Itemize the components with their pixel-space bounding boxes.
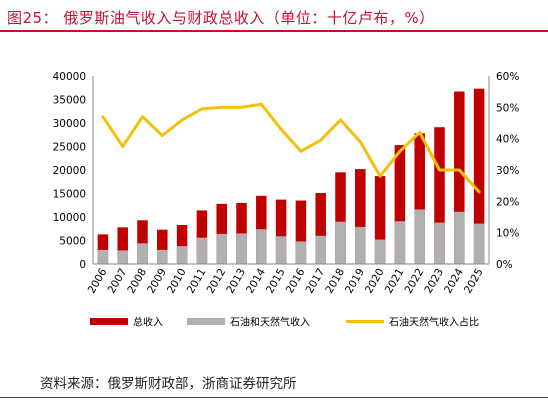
- x-axis-tick-label: 2021: [383, 267, 407, 296]
- bar-total-revenue: [275, 199, 287, 264]
- right-axis-ticks: 0% 10% 20% 30% 40% 50% 60%: [496, 71, 519, 271]
- bar-total-revenue: [454, 91, 465, 264]
- bar-oil-gas-revenue: [414, 209, 425, 264]
- bar-total-revenue: [196, 210, 208, 264]
- x-axis-tick-label: 2008: [125, 267, 149, 296]
- right-axis-tick-label: 60%: [496, 71, 519, 83]
- bar-oil-gas-revenue: [315, 235, 326, 264]
- left-axis-tick-label: 30000: [53, 118, 86, 130]
- bar-total-revenue: [137, 220, 148, 264]
- x-axis-tick-label: 2010: [165, 267, 189, 296]
- bar-oil-gas-revenue: [454, 211, 465, 264]
- right-axis-tick-label: 20%: [496, 196, 519, 208]
- x-axis-tick-label: 2013: [224, 267, 248, 296]
- bar-total-revenue: [335, 172, 346, 264]
- x-axis-tick-label: 2018: [323, 267, 347, 296]
- x-axis-ticks: 2006200720082009201020112012201320142015…: [86, 266, 486, 295]
- bar-total-revenue: [117, 227, 128, 264]
- x-axis-tick-label: 2024: [442, 266, 466, 295]
- bar-oil-gas-revenue: [157, 249, 168, 264]
- chart-axes: [92, 76, 490, 265]
- legend-label-oilgas: 石油和天然气收入: [230, 316, 310, 329]
- bar-total-revenue: [157, 229, 168, 264]
- left-axis-tick-label: 25000: [53, 142, 86, 154]
- bar-oil-gas-revenue: [394, 221, 406, 264]
- x-axis-tick-label: 2014: [244, 266, 268, 295]
- bar-total-revenue: [434, 127, 445, 264]
- bar-total-revenue: [97, 234, 109, 264]
- right-axis-tick-label: 40%: [496, 134, 519, 146]
- x-axis-tick-label: 2006: [86, 266, 110, 295]
- bar-total-revenue: [374, 176, 386, 264]
- bar-total-revenue: [414, 133, 425, 264]
- right-axis-tick-label: 0%: [496, 259, 513, 271]
- bar-oil-gas-revenue: [374, 239, 386, 264]
- bar-oil-gas-revenue: [295, 241, 307, 264]
- x-axis-tick-label: 2019: [343, 267, 367, 296]
- bar-total-revenue: [355, 169, 366, 264]
- bar-total-revenue: [315, 193, 326, 264]
- x-axis-tick-label: 2020: [363, 267, 387, 296]
- bottom-divider: [0, 397, 548, 398]
- bar-oil-gas-revenue: [256, 229, 267, 264]
- bar-oil-gas-revenue: [434, 222, 445, 264]
- x-axis-tick-label: 2015: [264, 267, 288, 296]
- x-axis-tick-label: 2011: [185, 267, 209, 296]
- bar-oil-gas-revenue: [236, 233, 247, 264]
- x-axis-tick-label: 2009: [145, 267, 169, 296]
- left-axis-tick-label: 10000: [53, 212, 86, 224]
- left-axis-tick-label: 40000: [53, 71, 86, 83]
- title-divider: [0, 30, 548, 32]
- x-axis-tick-label: 2017: [304, 267, 328, 296]
- right-axis-tick-label: 30%: [496, 165, 519, 177]
- bar-oil-gas-revenue: [275, 236, 287, 264]
- bar-oil-gas-revenue: [216, 233, 227, 264]
- figure-title: 图25： 俄罗斯油气收入与财政总收入（单位：十亿卢布，%）: [7, 9, 435, 27]
- bar-oil-gas-revenue: [196, 237, 208, 264]
- bar-oil-gas-revenue: [335, 221, 346, 264]
- bar-total-revenue: [295, 200, 307, 264]
- legend-swatch-oilgas: [187, 318, 225, 325]
- left-axis-tick-label: 5000: [59, 236, 86, 248]
- right-axis-tick-label: 10%: [496, 228, 519, 240]
- legend-swatch-total: [90, 318, 128, 325]
- x-axis-tick-label: 2023: [422, 267, 446, 296]
- line-oil-gas-share: [101, 102, 481, 194]
- bar-total-revenue: [176, 224, 188, 264]
- x-axis-tick-label: 2016: [284, 266, 308, 295]
- line-series: [101, 102, 481, 194]
- bar-total-revenue: [473, 88, 485, 264]
- x-axis-tick-label: 2025: [462, 267, 486, 296]
- source-note: 资料来源：俄罗斯财政部，浙商证券研究所: [40, 376, 297, 392]
- right-axis-tick-label: 50%: [496, 102, 519, 114]
- left-axis-tick-label: 20000: [53, 165, 86, 177]
- chart-legend: 总收入 石油和天然气收入 石油天然气收入占比: [90, 316, 479, 329]
- legend-label-share: 石油天然气收入占比: [389, 316, 479, 329]
- combo-chart: 0 5000 10000 15000 20000 25000 30000 35000 40000…: [53, 71, 520, 329]
- left-axis-tick-label: 0: [79, 259, 86, 271]
- bar-oil-gas-revenue: [97, 249, 109, 264]
- bar-oil-gas-revenue: [137, 243, 148, 264]
- x-axis-tick-label: 2022: [403, 267, 427, 296]
- bar-total-revenue: [394, 145, 406, 264]
- legend-label-total: 总收入: [133, 316, 163, 329]
- left-axis-tick-label: 15000: [53, 189, 86, 201]
- bar-oil-gas-revenue: [117, 250, 128, 264]
- left-axis-ticks: 0 5000 10000 15000 20000 25000 30000 35000 40000: [53, 71, 86, 271]
- bar-oil-gas-revenue: [473, 223, 485, 264]
- bar-oil-gas-revenue: [355, 226, 366, 264]
- left-axis-tick-label: 35000: [53, 95, 86, 107]
- x-axis-tick-label: 2007: [106, 267, 130, 296]
- bar-series: [97, 88, 485, 264]
- bar-oil-gas-revenue: [176, 246, 188, 264]
- x-axis-tick-label: 2012: [205, 267, 229, 296]
